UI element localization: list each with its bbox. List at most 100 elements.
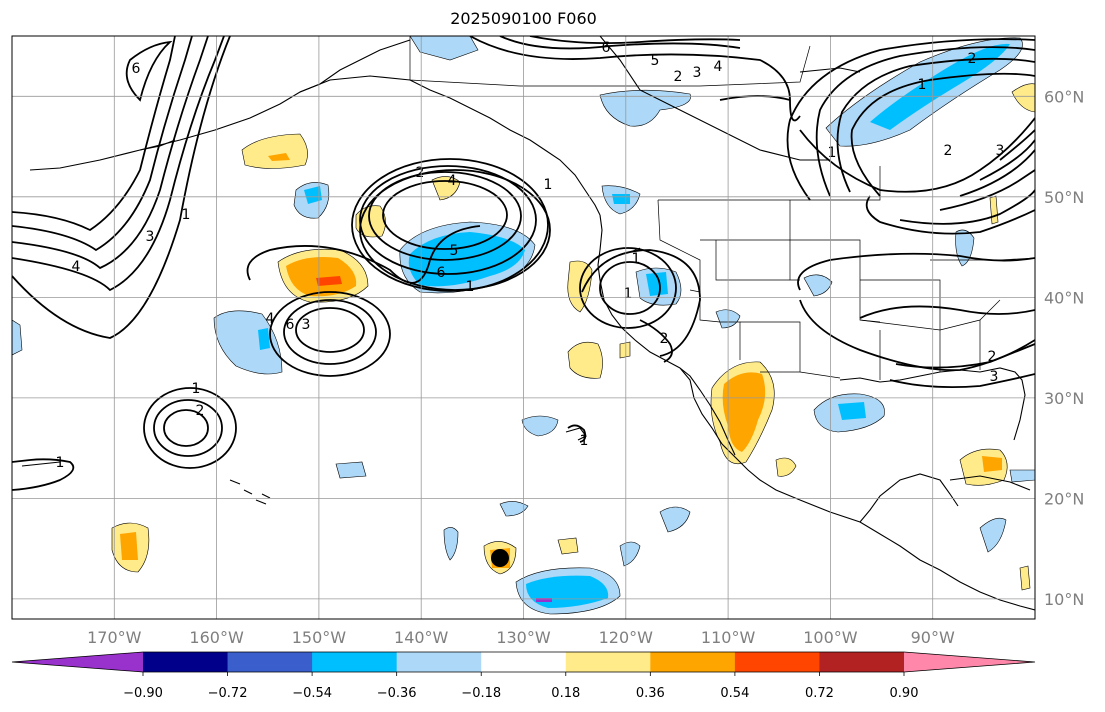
- shade-yellow: [557, 537, 579, 555]
- contour-label: 5: [651, 53, 660, 69]
- shade-orange: [286, 257, 357, 297]
- shade-blue-light: [979, 517, 1007, 553]
- lon-tick-label: 130°W: [496, 628, 551, 647]
- shade-orange: [120, 532, 138, 560]
- contour-label: 3: [996, 143, 1005, 159]
- shade-yellow: [775, 457, 797, 477]
- contour-label: 3: [146, 229, 155, 245]
- map-title: 2025090100 F060: [450, 9, 597, 28]
- latitude-tick-labels: 10°N 20°N 30°N 40°N 50°N 60°N: [1044, 87, 1084, 609]
- contour-label: 6: [602, 40, 611, 56]
- shade-yellow: [567, 341, 603, 379]
- contour-label: 1: [632, 251, 641, 267]
- lon-tick-label: 150°W: [292, 628, 347, 647]
- shade-orange: [982, 456, 1002, 472]
- contour-label: 1: [580, 433, 589, 449]
- shade-red: [316, 276, 342, 286]
- shade-blue-light: [521, 415, 559, 437]
- contour-label: 2: [416, 165, 425, 181]
- contour-label: 1: [192, 381, 201, 397]
- colorbar-tick-label: 0.90: [890, 686, 919, 701]
- shade-blue-light: [409, 36, 479, 61]
- colorbar-segment: [819, 652, 905, 672]
- contour-label: 3: [302, 317, 311, 333]
- lon-tick-label: 160°W: [189, 628, 244, 647]
- colorbar-tick-label: 0.36: [636, 686, 665, 701]
- contour-label: 2: [660, 331, 669, 347]
- colorbar-segment: [565, 652, 651, 672]
- shade-blue-light: [12, 319, 23, 356]
- contour-label: 2: [988, 349, 997, 365]
- shade-blue-light: [213, 310, 283, 375]
- contour-label: 2: [674, 69, 683, 85]
- colorbar-tick-label: 0.18: [551, 686, 580, 701]
- contour-label: 1: [56, 455, 65, 471]
- storm-marker-dot: [491, 549, 509, 567]
- contour-label: 1: [624, 286, 633, 302]
- shade-yellow: [1019, 565, 1031, 591]
- shade-blue-mid: [612, 194, 630, 204]
- colorbar-tick-label: −0.18: [461, 686, 501, 701]
- colorbar-tick-label: −0.54: [292, 686, 332, 701]
- colorbar-segment: [396, 652, 482, 672]
- colorbar-segment: [227, 652, 313, 672]
- contour-label: 4: [266, 311, 275, 327]
- contour-label: 5: [450, 243, 459, 259]
- shade-blue-light: [1009, 469, 1035, 483]
- shade-blue-light: [443, 527, 459, 561]
- shade-orange: [722, 372, 766, 452]
- colorbar-tick-label: −0.90: [123, 686, 163, 701]
- colorbar-tick-label: −0.72: [208, 686, 248, 701]
- colorbar-extend-high: [904, 652, 1035, 672]
- lat-tick-label: 20°N: [1044, 489, 1084, 508]
- lat-tick-label: 10°N: [1044, 590, 1084, 609]
- longitude-tick-labels: 170°W 160°W 150°W 140°W 130°W 120°W 110°W 100°W…: [87, 628, 955, 647]
- shade-blue-mid: [870, 43, 1010, 130]
- contour-label: 4: [72, 259, 81, 275]
- shade-yellow: [619, 341, 631, 359]
- shade-blue-mid: [838, 402, 866, 420]
- colorbar-tick-label: 0.72: [805, 686, 834, 701]
- shade-orange: [268, 153, 290, 161]
- shade-blue-light: [599, 89, 691, 127]
- lon-tick-label: 120°W: [599, 628, 654, 647]
- contour-label: 2: [196, 403, 205, 419]
- lat-tick-label: 60°N: [1044, 87, 1084, 106]
- lon-tick-label: 140°W: [394, 628, 449, 647]
- lon-tick-label: 90°W: [911, 628, 955, 647]
- lat-tick-label: 30°N: [1044, 389, 1084, 408]
- colorbar-tick-label: −0.36: [377, 686, 417, 701]
- lat-tick-label: 50°N: [1044, 188, 1084, 207]
- contour-label: 3: [990, 369, 999, 385]
- contour-label: 2: [944, 143, 953, 159]
- colorbar-segment: [481, 652, 567, 672]
- shade-blue-light: [499, 501, 529, 517]
- shade-yellow: [1011, 83, 1035, 113]
- colorbar-tick-label: 0.54: [720, 686, 749, 701]
- colorbar-segment: [143, 652, 229, 672]
- gridlines: [12, 36, 1035, 619]
- contour-label: 6: [132, 61, 141, 77]
- contour-label: 4: [714, 59, 723, 75]
- lon-tick-label: 100°W: [803, 628, 858, 647]
- shade-blue-light: [659, 506, 691, 533]
- contour-label: 1: [466, 279, 475, 295]
- lon-tick-label: 170°W: [87, 628, 142, 647]
- contour-label: 3: [693, 65, 702, 81]
- shade-blue-light: [619, 541, 641, 567]
- state-borders: [409, 36, 1035, 380]
- colorbar-segment: [734, 652, 820, 672]
- contour-label: 1: [828, 145, 837, 161]
- lat-tick-label: 40°N: [1044, 288, 1084, 307]
- colorbar-segment: [312, 652, 398, 672]
- contour-label: 1: [182, 207, 191, 223]
- shade-blue-light: [335, 461, 367, 479]
- shade-blue-mid: [258, 328, 270, 350]
- shade-blue-mid: [304, 186, 322, 204]
- contour-label: 6: [437, 265, 446, 281]
- coastlines: [21, 36, 1035, 611]
- shade-blue-light: [803, 274, 833, 297]
- shade-blue-mid: [646, 272, 668, 296]
